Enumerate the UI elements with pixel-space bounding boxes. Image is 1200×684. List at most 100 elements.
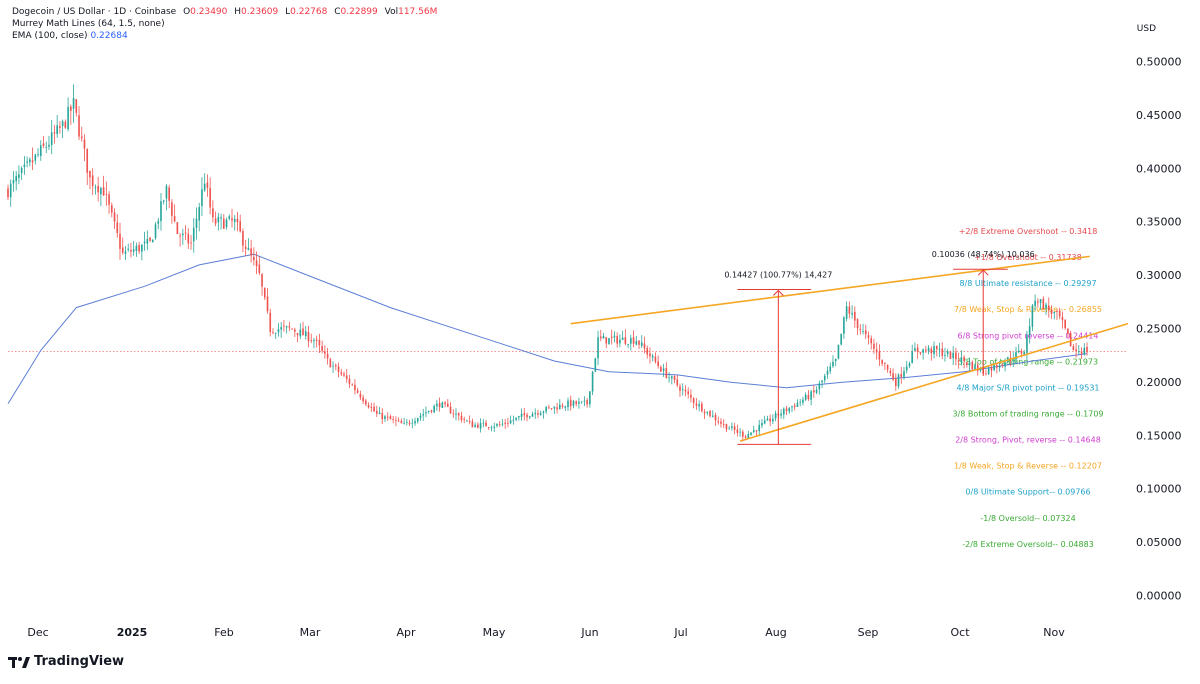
candle-body	[711, 415, 714, 417]
candle-body	[392, 419, 394, 421]
candle-body	[714, 415, 717, 421]
currency-label[interactable]: USD	[1136, 24, 1156, 34]
candle-body	[558, 404, 561, 410]
candle-body	[591, 371, 594, 392]
candle-body	[927, 347, 930, 352]
candle-body	[564, 406, 567, 408]
candle-body	[654, 356, 657, 362]
candle-body	[460, 415, 463, 421]
candle-body	[692, 398, 695, 404]
candle-body	[1050, 309, 1053, 314]
candle-body	[9, 183, 12, 198]
candle-body	[578, 401, 580, 404]
candle-body	[733, 426, 736, 430]
candle-body	[356, 390, 359, 393]
volume-value: 117.56M	[398, 7, 438, 17]
channel-lower-line	[739, 322, 1129, 442]
candle-body	[373, 406, 375, 412]
candle-body	[343, 373, 345, 376]
candle-body	[602, 336, 605, 339]
candle-body	[307, 332, 310, 342]
candle-body	[526, 414, 528, 418]
candle-body	[556, 407, 558, 410]
candle-body	[772, 418, 774, 422]
candle-body	[1080, 352, 1083, 354]
y-tick-label: 0.00000	[1136, 590, 1182, 603]
candle-body	[747, 434, 750, 439]
legend-murrey-row[interactable]: Murrey Math Lines (64, 1.5, none)	[12, 18, 437, 30]
candle-body	[1072, 346, 1075, 351]
candle-body	[121, 247, 124, 253]
candle-body	[509, 420, 512, 424]
candle-body	[867, 335, 870, 338]
candle-body	[979, 368, 982, 371]
candle-body	[18, 174, 20, 178]
candle-body	[378, 412, 381, 415]
candle-body	[277, 329, 280, 333]
candle-body	[80, 136, 83, 139]
candle-body	[780, 413, 782, 416]
candle-body	[624, 337, 627, 344]
candle-body	[441, 402, 444, 408]
candle-body	[427, 410, 430, 412]
measure-arrow	[977, 269, 989, 276]
measure-label: 0.14427 (100.77%) 14,427	[724, 270, 832, 279]
candle-body	[717, 421, 720, 423]
candle-body	[220, 217, 222, 219]
candle-body	[1017, 350, 1020, 353]
candle-body	[48, 144, 50, 147]
candle-body	[231, 218, 233, 221]
high-value: 0.23609	[241, 7, 279, 17]
candle-body	[285, 326, 288, 328]
candle-body	[769, 418, 771, 422]
candle-body	[709, 410, 711, 417]
candle-body	[50, 132, 53, 145]
tradingview-brand[interactable]: TradingView	[8, 654, 124, 669]
candle-body	[807, 394, 810, 400]
candle-body	[501, 423, 504, 425]
candle-body	[504, 422, 506, 424]
candle-body	[580, 401, 583, 403]
candle-body	[889, 370, 892, 374]
candle-body	[1004, 362, 1006, 367]
candle-body	[23, 164, 26, 168]
candle-body	[179, 235, 181, 237]
candle-body	[334, 365, 337, 367]
candle-body	[916, 347, 919, 352]
candle-body	[548, 407, 550, 409]
x-tick-label: Sep	[858, 626, 879, 639]
chart-legend: Dogecoin / US Dollar · 1D · Coinbase O0.…	[12, 6, 437, 42]
candle-body	[83, 139, 86, 149]
candle-body	[173, 216, 176, 222]
candle-body	[302, 328, 304, 336]
candle-body	[253, 256, 255, 261]
candle-body	[870, 338, 873, 344]
x-tick-label: 2025	[117, 626, 148, 639]
candle-body	[487, 427, 490, 429]
candle-body	[793, 405, 796, 407]
candle-body	[457, 413, 460, 416]
candle-body	[815, 389, 818, 393]
candle-body	[288, 326, 291, 328]
legend-ema-row[interactable]: EMA (100, close) 0.22684	[12, 30, 437, 42]
candle-body	[455, 413, 457, 415]
candle-body	[386, 416, 389, 418]
candle-body	[528, 416, 531, 418]
candle-body	[670, 376, 673, 379]
candle-body	[993, 364, 995, 370]
candle-body	[1083, 347, 1086, 355]
candle-body	[67, 107, 69, 130]
measurement-tools: 0.14427 (100.77%) 14,427 0.10036 (48.74%)…	[724, 250, 1035, 445]
candle-body	[250, 248, 252, 256]
candle-body	[599, 336, 602, 339]
candle-body	[518, 416, 520, 418]
candle-body	[384, 416, 386, 419]
candle-body	[1037, 301, 1039, 303]
candle-body	[597, 337, 599, 359]
candle-body	[244, 246, 247, 249]
candle-body	[239, 221, 242, 232]
candle-body	[1012, 359, 1015, 361]
candle-body	[613, 335, 616, 338]
candle-body	[422, 414, 425, 416]
